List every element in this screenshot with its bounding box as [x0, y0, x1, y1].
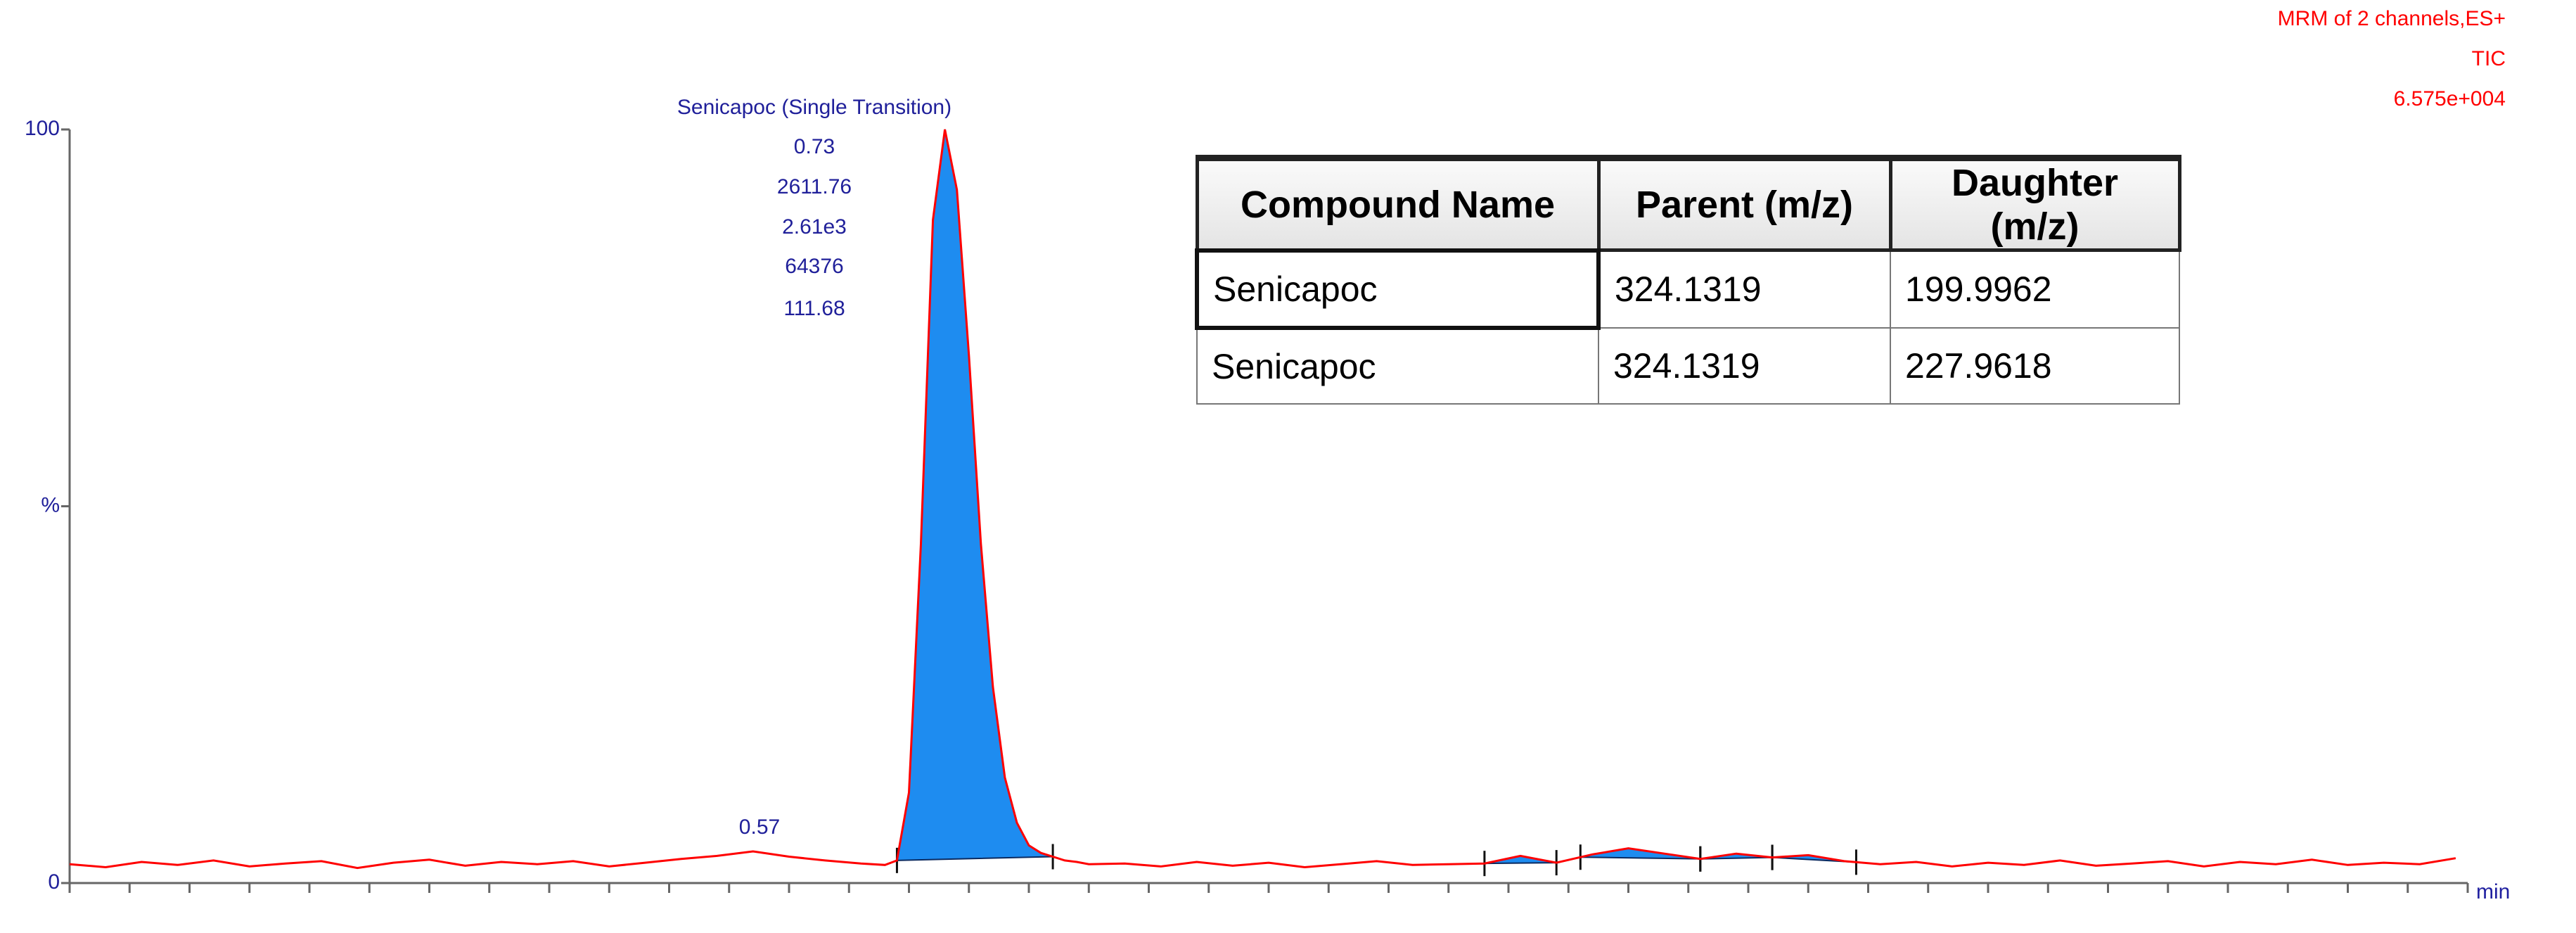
table-cell: Senicapoc	[1195, 248, 1601, 330]
table-cell: 199.9962	[1890, 249, 2180, 329]
header-text: 6.575e+004	[2394, 87, 2506, 110]
table-row: Senicapoc 324.1319 227.9618	[1196, 326, 2180, 405]
peak-label: 2611.76	[777, 175, 852, 198]
table-cell: Senicapoc	[1196, 326, 1599, 405]
peak-label: 2.61e3	[782, 215, 847, 239]
column-header: Compound Name	[1195, 155, 1601, 252]
column-header: Daughter (m/z)	[1888, 155, 2181, 252]
column-header: Parent (m/z)	[1596, 155, 1892, 252]
integrated-area	[896, 129, 1053, 861]
peak-label: 64376	[785, 255, 843, 278]
x-axis-label: min	[2476, 880, 2510, 903]
y-tick-label: 0	[48, 870, 60, 894]
peak-label: Senicapoc (Single Transition)	[677, 96, 951, 119]
table-row: Senicapoc 324.1319 199.9962	[1195, 248, 2180, 330]
tic-line	[69, 129, 2456, 870]
header-text: MRM of 2 channels,ES+	[2278, 7, 2506, 30]
header-text: TIC	[2472, 47, 2506, 70]
peak-label: 111.68	[783, 297, 845, 320]
table-header-row: Compound Name Parent (m/z) Daughter (m/z)	[1195, 155, 2181, 252]
table-cell: 227.9618	[1890, 326, 2180, 405]
table-cell: 324.1319	[1598, 249, 1891, 329]
compound-table: Compound Name Parent (m/z) Daughter (m/z) S…	[1195, 155, 2181, 405]
minor-peak-label: 0.57	[739, 815, 780, 839]
y-tick-label: %	[41, 493, 60, 516]
peak-label: 0.73	[794, 135, 835, 158]
y-tick-label: 100	[25, 117, 60, 140]
table-cell: 324.1319	[1598, 326, 1891, 405]
